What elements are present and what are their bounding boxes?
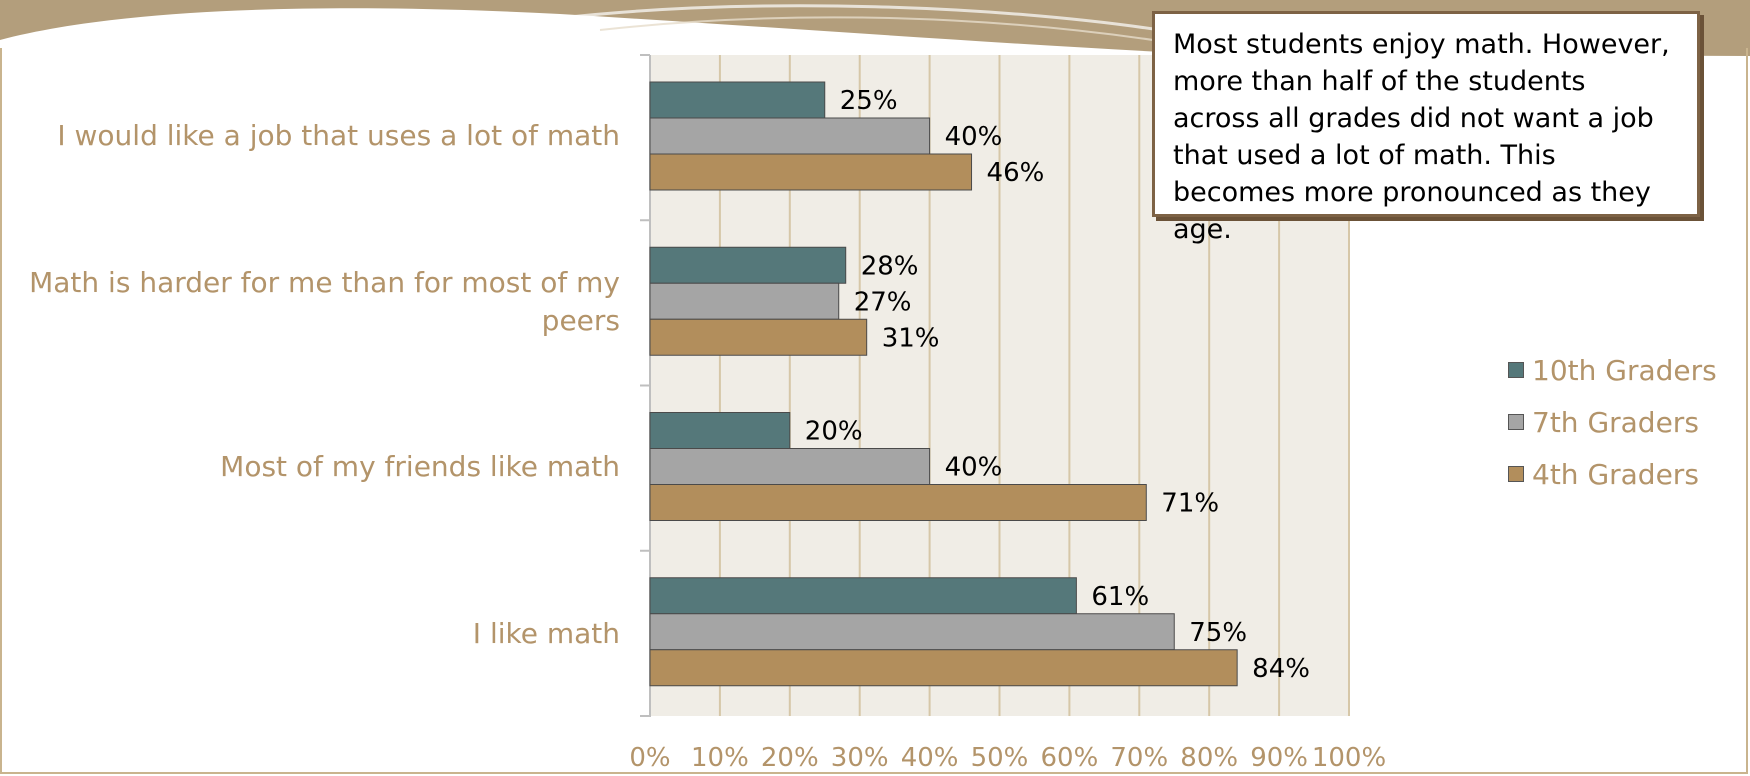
bar-10th [649,577,1077,615]
bar-4th [649,318,868,356]
chart-legend: 10th Graders 7th Graders 4th Graders [1508,344,1717,500]
bar-4th [649,649,1238,687]
x-tick-label: 100% [1312,743,1386,773]
bar-value-label: 61% [1091,582,1149,612]
x-tick-label: 0% [629,743,670,773]
bar-value-label: 27% [854,287,912,317]
bar-7th [649,613,1175,651]
x-tick-label: 10% [691,743,749,773]
bar-7th [649,117,931,155]
bar-4th [649,484,1147,521]
x-tick-label: 50% [971,743,1029,773]
x-tick-label: 30% [831,743,889,773]
legend-label-4th: 4th Graders [1532,457,1699,491]
bar-10th [649,246,847,284]
bar-value-label: 31% [882,323,940,353]
bar-value-label: 84% [1252,654,1310,684]
bar-value-label: 46% [987,158,1045,188]
legend-item-4th: 4th Graders [1508,448,1717,500]
x-tick-label: 80% [1180,743,1238,773]
legend-swatch-4th [1508,466,1524,482]
slide-frame [0,48,1748,774]
bar-4th [649,153,973,191]
bar-value-label: 25% [840,86,898,116]
x-tick-label: 20% [761,743,819,773]
bar-10th [649,412,791,449]
category-label-harder: Math is harder for me than for most of m… [29,266,620,337]
bar-value-label: 40% [945,453,1003,483]
category-label-friends: Most of my friends like math [220,450,620,483]
bar-10th [649,81,826,119]
category-label-like-math: I like math [472,617,620,650]
legend-item-10th: 10th Graders [1508,344,1717,396]
category-label-job-math: I would like a job that uses a lot of ma… [57,119,620,152]
legend-item-7th: 7th Graders [1508,396,1717,448]
bar-value-label: 75% [1189,618,1247,648]
bar-7th [649,448,931,485]
bar-value-label: 28% [861,251,919,281]
legend-swatch-7th [1508,414,1524,430]
x-tick-label: 60% [1041,743,1099,773]
legend-swatch-10th [1508,362,1524,378]
x-tick-label: 40% [901,743,959,773]
bar-7th [649,282,840,320]
x-tick-label: 70% [1110,743,1168,773]
x-tick-label: 90% [1250,743,1308,773]
bar-value-label: 20% [805,417,863,447]
bar-value-label: 71% [1161,489,1219,519]
legend-label-10th: 10th Graders [1532,353,1717,387]
annotation-callout: Most students enjoy math. However, more … [1152,11,1700,245]
bar-value-label: 40% [945,122,1003,152]
legend-label-7th: 7th Graders [1532,405,1699,439]
